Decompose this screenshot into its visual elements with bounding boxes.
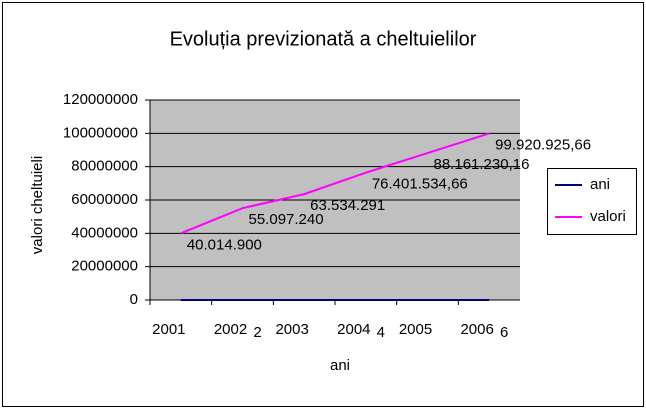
data-label: 2001	[152, 321, 185, 338]
data-label: 2004	[337, 321, 370, 338]
data-label: 2003	[275, 321, 308, 338]
data-label: 2006	[460, 321, 493, 338]
chart-title: Evoluția previzionată a cheltuielilor	[170, 28, 477, 50]
data-label: 76.401.534,66	[372, 176, 468, 193]
data-label: 2002	[214, 321, 247, 338]
legend-label: ani	[590, 176, 610, 193]
data-label: 99.920.925,66	[495, 136, 591, 153]
legend-label: valori	[590, 208, 626, 225]
y-tick-label: 80000000	[71, 158, 138, 175]
y-tick-label: 20000000	[71, 258, 138, 275]
data-label: 88.161.230,16	[434, 156, 530, 173]
y-tick-label: 0	[130, 291, 138, 308]
y-tick-label: 100000000	[63, 124, 138, 141]
legend: ani valori	[548, 169, 637, 235]
x-axis-title: ani	[330, 357, 350, 374]
y-tick-label: 60000000	[71, 191, 138, 208]
x-tick-label: 4	[377, 324, 385, 341]
y-axis-title: valori cheltuieli	[29, 156, 46, 254]
data-label: 40.014.900	[187, 236, 262, 253]
data-label: 63.534.291	[310, 197, 385, 214]
data-label: 2005	[399, 321, 432, 338]
x-tick-label: 6	[500, 324, 508, 341]
x-tick-label: 2	[253, 324, 261, 341]
y-tick-label: 40000000	[71, 224, 138, 241]
y-tick-label: 120000000	[63, 91, 138, 108]
